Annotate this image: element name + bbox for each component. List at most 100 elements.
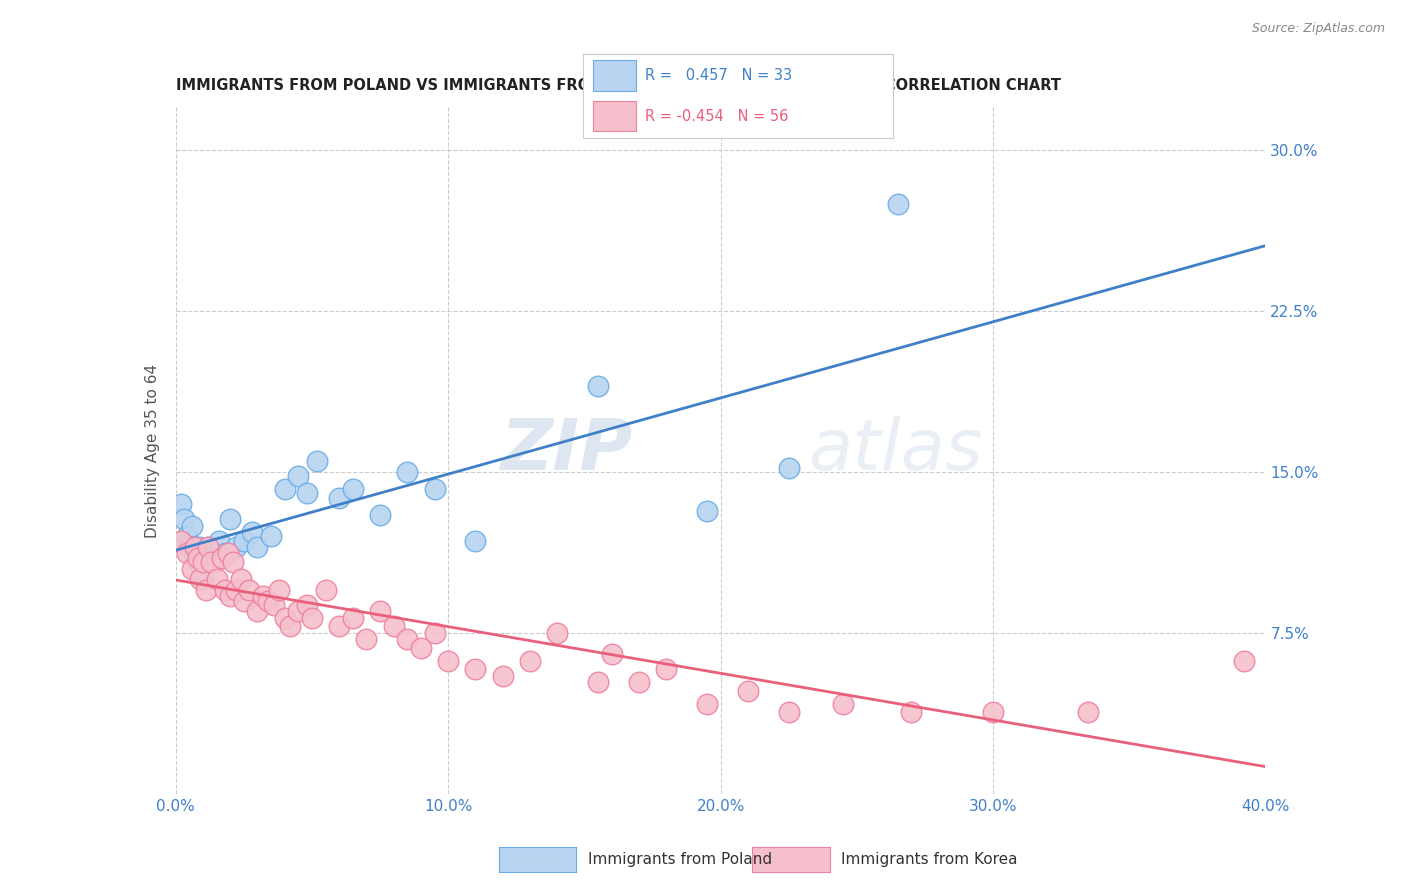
Point [176, 529, 198, 543]
Point [287, 469, 309, 483]
Point [546, 626, 568, 640]
Point [238, 582, 260, 597]
Point [287, 604, 309, 618]
Point [191, 572, 214, 586]
Point [328, 491, 350, 505]
Point [778, 706, 800, 720]
Bar [593, 61, 636, 91]
Point [409, 640, 432, 655]
Point [219, 590, 242, 604]
Point [586, 379, 609, 393]
Text: ZIP: ZIP [501, 416, 633, 485]
Point [696, 697, 718, 711]
Point [217, 546, 239, 561]
Point [184, 540, 207, 554]
Point [246, 604, 269, 618]
Point [307, 454, 329, 468]
Text: R = -0.454   N = 56: R = -0.454 N = 56 [645, 109, 789, 124]
Point [186, 550, 209, 565]
Text: Immigrants from Poland: Immigrants from Poland [588, 853, 772, 867]
Point [225, 540, 247, 554]
Point [197, 540, 219, 554]
Point [981, 706, 1004, 720]
Point [179, 540, 201, 554]
Point [368, 508, 391, 522]
Point [832, 697, 855, 711]
Point [900, 706, 922, 720]
Point [214, 582, 236, 597]
Point [205, 572, 228, 586]
Point [181, 561, 204, 575]
Point [197, 540, 219, 554]
Point [260, 529, 283, 543]
Point [1232, 654, 1256, 668]
Point [246, 540, 269, 554]
Point [186, 555, 209, 569]
Point [252, 590, 274, 604]
Point [356, 632, 378, 647]
Point [170, 533, 193, 548]
Point [737, 683, 759, 698]
Point [274, 482, 297, 496]
Point [396, 632, 419, 647]
Point [342, 482, 364, 496]
Point [200, 555, 222, 569]
Point [232, 593, 254, 607]
Point [257, 593, 280, 607]
Point [586, 675, 609, 690]
Point [492, 669, 515, 683]
Point [423, 482, 446, 496]
Point [295, 486, 318, 500]
Point [696, 503, 718, 517]
Point [232, 533, 254, 548]
Point [315, 582, 337, 597]
Point [778, 460, 800, 475]
Point [188, 540, 211, 554]
Point [194, 582, 217, 597]
Point [396, 465, 419, 479]
Point [278, 619, 301, 633]
Point [295, 598, 318, 612]
Point [214, 546, 236, 561]
Point [202, 555, 225, 569]
Point [188, 572, 211, 586]
Bar [593, 101, 636, 131]
Text: Source: ZipAtlas.com: Source: ZipAtlas.com [1251, 22, 1385, 36]
Point [342, 611, 364, 625]
Point [219, 512, 242, 526]
Point [655, 662, 678, 676]
Point [368, 604, 391, 618]
Point [208, 533, 231, 548]
Point [328, 619, 350, 633]
Text: R =   0.457   N = 33: R = 0.457 N = 33 [645, 68, 793, 83]
Point [600, 648, 623, 662]
Point [240, 524, 263, 539]
Point [225, 582, 247, 597]
Text: IMMIGRANTS FROM POLAND VS IMMIGRANTS FROM KOREA DISABILITY AGE 35 TO 64 CORRELAT: IMMIGRANTS FROM POLAND VS IMMIGRANTS FRO… [176, 78, 1060, 94]
Point [222, 555, 245, 569]
Point [170, 497, 193, 511]
Point [423, 626, 446, 640]
Point [1077, 706, 1099, 720]
Text: Immigrants from Korea: Immigrants from Korea [841, 853, 1018, 867]
Text: atlas: atlas [807, 416, 983, 485]
Point [464, 533, 486, 548]
Point [181, 518, 204, 533]
Point [176, 546, 198, 561]
Point [274, 611, 297, 625]
Point [211, 550, 233, 565]
Point [382, 619, 405, 633]
Point [464, 662, 486, 676]
Point [301, 611, 323, 625]
Point [886, 196, 908, 211]
Point [173, 512, 195, 526]
Y-axis label: Disability Age 35 to 64: Disability Age 35 to 64 [145, 363, 160, 538]
Point [184, 550, 207, 565]
Point [269, 582, 291, 597]
Point [231, 572, 253, 586]
Point [437, 654, 460, 668]
Point [191, 555, 214, 569]
Point [263, 598, 285, 612]
Point [519, 654, 541, 668]
Point [627, 675, 650, 690]
